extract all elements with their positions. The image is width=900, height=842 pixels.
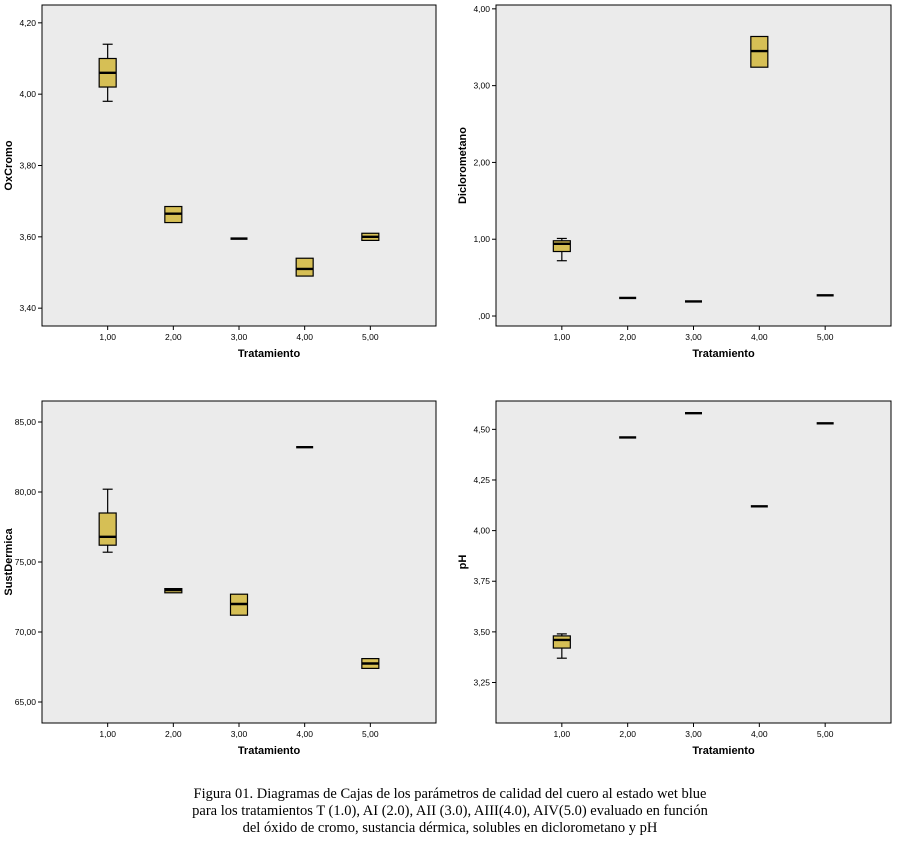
x-tick-label: 2,00 bbox=[165, 729, 182, 739]
x-tick-label: 1,00 bbox=[99, 729, 116, 739]
y-tick-label: 70,00 bbox=[15, 627, 37, 637]
y-tick-label: 80,00 bbox=[15, 487, 37, 497]
x-tick-label: 3,00 bbox=[231, 729, 248, 739]
y-tick-label: 4,25 bbox=[473, 475, 490, 485]
box-1-00 bbox=[98, 488, 117, 553]
box-iqr bbox=[98, 512, 117, 546]
box-iqr bbox=[295, 257, 314, 277]
plot-area bbox=[41, 400, 437, 724]
y-tick-label: 4,20 bbox=[19, 18, 36, 28]
x-tick-label: 2,00 bbox=[165, 332, 182, 342]
box-4-00 bbox=[750, 35, 769, 68]
box-1-00 bbox=[552, 237, 571, 262]
x-tick-label: 4,00 bbox=[751, 332, 768, 342]
x-tick-label: 4,00 bbox=[751, 729, 768, 739]
x-axis-title: Tratamiento bbox=[692, 348, 755, 360]
y-tick-label: 1,00 bbox=[473, 234, 490, 244]
y-tick-label: 4,00 bbox=[19, 89, 36, 99]
boxplot-figure: 3,40 3,60 3,80 4,00 4,20 1,00 2,00 3,00 4,00 5,00… bbox=[3, 4, 892, 757]
x-tick-label: 3,00 bbox=[685, 332, 702, 342]
x-tick-label: 1,00 bbox=[554, 729, 571, 739]
boxplot-panel: 65,00 70,00 75,00 80,00 85,00 1,00 2,00 3,00 4,0… bbox=[3, 400, 437, 757]
x-tick-label: 2,00 bbox=[619, 332, 636, 342]
y-tick-label: 3,75 bbox=[473, 576, 490, 586]
caption-line-3: del óxido de cromo, sustancia dérmica, s… bbox=[242, 820, 658, 836]
y-axis-title: SustDermica bbox=[3, 527, 15, 595]
y-tick-label: 4,00 bbox=[473, 4, 490, 14]
x-tick-label: 3,00 bbox=[685, 729, 702, 739]
x-axis-title: Tratamiento bbox=[692, 745, 755, 757]
box-4-00 bbox=[295, 257, 314, 277]
plot-area bbox=[495, 4, 892, 327]
box-1-00 bbox=[98, 43, 117, 102]
x-tick-label: 5,00 bbox=[362, 332, 379, 342]
x-tick-label: 5,00 bbox=[362, 729, 379, 739]
y-tick-label: 3,80 bbox=[19, 161, 36, 171]
x-axis-title: Tratamiento bbox=[238, 745, 301, 757]
box-1-00 bbox=[552, 633, 571, 659]
y-tick-label: 2,00 bbox=[473, 157, 490, 167]
box-5-00 bbox=[361, 657, 380, 669]
y-tick-label: 4,00 bbox=[473, 526, 490, 536]
x-tick-label: 4,00 bbox=[296, 332, 313, 342]
plot-area bbox=[495, 400, 892, 724]
box-2-00 bbox=[164, 205, 183, 224]
box-iqr bbox=[552, 240, 571, 253]
figure-caption: Figura 01. Diagramas de Cajas de los par… bbox=[0, 786, 900, 837]
x-axis-title: Tratamiento bbox=[238, 348, 301, 360]
y-tick-label: ,00 bbox=[478, 311, 490, 321]
y-tick-label: 3,60 bbox=[19, 232, 36, 242]
x-tick-label: 1,00 bbox=[99, 332, 116, 342]
caption-line-2: para los tratamientos T (1.0), AI (2.0),… bbox=[192, 803, 708, 819]
y-axis-title: Diclorometano bbox=[457, 127, 469, 204]
caption-line-1: Figura 01. Diagramas de Cajas de los par… bbox=[193, 786, 707, 802]
x-tick-label: 5,00 bbox=[817, 332, 834, 342]
boxplot-panel: 3,40 3,60 3,80 4,00 4,20 1,00 2,00 3,00 4,00 5,00… bbox=[3, 4, 437, 360]
y-tick-label: 3,00 bbox=[473, 81, 490, 91]
x-tick-label: 4,00 bbox=[296, 729, 313, 739]
y-tick-label: 65,00 bbox=[15, 697, 37, 707]
y-axis-title: OxCromo bbox=[3, 140, 15, 190]
y-tick-label: 3,50 bbox=[473, 627, 490, 637]
y-tick-label: 3,40 bbox=[19, 303, 36, 313]
boxplot-panel: ,00 1,00 2,00 3,00 4,00 1,00 2,00 3,00 4,00 5,00 T… bbox=[457, 4, 892, 360]
plot-area bbox=[41, 4, 437, 327]
y-tick-label: 85,00 bbox=[15, 417, 37, 427]
x-tick-label: 1,00 bbox=[554, 332, 571, 342]
x-tick-label: 3,00 bbox=[231, 332, 248, 342]
box-3-00 bbox=[229, 593, 249, 616]
y-tick-label: 4,50 bbox=[473, 424, 490, 434]
x-tick-label: 2,00 bbox=[619, 729, 636, 739]
y-axis-title: pH bbox=[457, 555, 469, 570]
y-tick-label: 3,25 bbox=[473, 677, 490, 687]
box-iqr bbox=[552, 635, 571, 649]
x-tick-label: 5,00 bbox=[817, 729, 834, 739]
y-tick-label: 75,00 bbox=[15, 557, 37, 567]
boxplot-panel: 3,25 3,50 3,75 4,00 4,25 4,50 1,00 2,00 3,00 4,00… bbox=[457, 400, 892, 757]
box-2-00 bbox=[164, 587, 183, 594]
box-5-00 bbox=[361, 232, 380, 241]
